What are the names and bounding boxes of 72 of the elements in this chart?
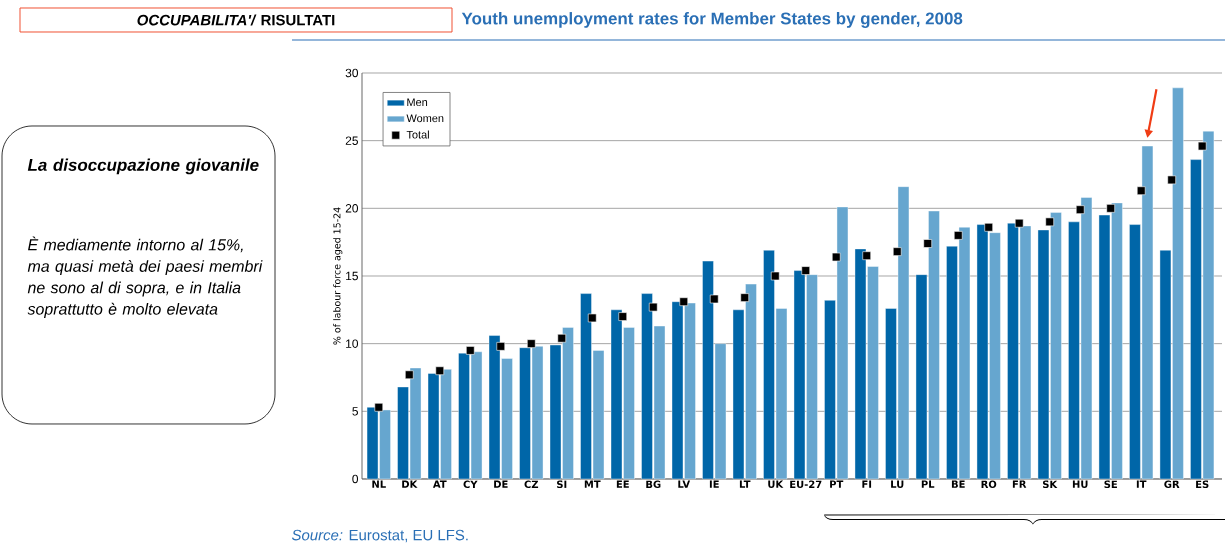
x-tick-label: LV bbox=[678, 480, 691, 488]
point bbox=[374, 402, 384, 412]
x-tick-label: IT bbox=[1136, 480, 1147, 488]
point bbox=[1136, 186, 1146, 196]
x-tick-label: FI bbox=[862, 480, 872, 488]
x-tick-label: ES bbox=[1196, 480, 1209, 489]
y-tick-label: 10 bbox=[346, 339, 359, 348]
x-tick-label: SE bbox=[1104, 480, 1117, 489]
y-tick-label: 5 bbox=[352, 407, 358, 416]
y-axis-title: % of labour force aged 15-24 bbox=[333, 207, 343, 345]
point bbox=[801, 266, 811, 275]
y-tick-label: 30 bbox=[345, 68, 359, 78]
x-tick-label: PT bbox=[830, 480, 844, 488]
point bbox=[435, 366, 445, 376]
y-tick-label: 0 bbox=[352, 474, 359, 484]
point bbox=[953, 231, 963, 240]
x-tick-label: DK bbox=[402, 480, 418, 488]
x-tick-label: RO bbox=[981, 480, 997, 489]
point bbox=[648, 302, 658, 312]
point bbox=[1014, 218, 1024, 228]
point bbox=[1197, 141, 1207, 151]
chart-title: Youth unemployment rates for Member States by gender, 2008 bbox=[461, 12, 963, 28]
point bbox=[892, 247, 902, 256]
point bbox=[709, 294, 719, 304]
point bbox=[740, 293, 750, 302]
point bbox=[770, 271, 780, 281]
point bbox=[1045, 217, 1055, 227]
legend-label: Women bbox=[406, 114, 444, 123]
x-tick-label: UK bbox=[768, 480, 784, 488]
legend-label: Total bbox=[406, 130, 429, 139]
point bbox=[1106, 204, 1115, 213]
x-tick-label: IE bbox=[709, 480, 719, 488]
x-tick-label: AT bbox=[432, 480, 447, 488]
x-tick-label: CY bbox=[463, 480, 478, 489]
x-tick-label: BE bbox=[951, 480, 965, 488]
text: È mediamente intorno al 15%, ma quasi metà dei paesi membri ne sono al di sopra, e in Italia soprattutto è molto elevata bbox=[27, 236, 263, 318]
y-tick-label: 15 bbox=[346, 271, 358, 281]
x-tick-label: NL bbox=[372, 480, 386, 488]
x-tick-label: EE bbox=[616, 480, 629, 488]
point bbox=[496, 342, 506, 351]
text: OCCUPABILITA'/ RISULTATI bbox=[137, 14, 335, 26]
point bbox=[404, 370, 414, 380]
point bbox=[679, 297, 689, 306]
x-tick-label: MT bbox=[584, 480, 601, 488]
point bbox=[1075, 205, 1085, 214]
x-tick-label: EU-27 bbox=[790, 480, 822, 489]
y-tick-label: 20 bbox=[345, 204, 359, 213]
point bbox=[831, 252, 841, 262]
x-tick-label: CZ bbox=[524, 480, 539, 489]
point bbox=[862, 251, 872, 260]
point bbox=[984, 222, 994, 232]
point bbox=[526, 339, 536, 348]
x-tick-label: PL bbox=[921, 480, 935, 488]
x-tick-label: SK bbox=[1042, 480, 1058, 489]
point bbox=[923, 239, 933, 248]
point bbox=[618, 312, 628, 321]
text: La disoccupazione giovanile bbox=[27, 158, 259, 175]
x-tick-label: LU bbox=[891, 480, 904, 488]
point bbox=[587, 313, 597, 323]
point bbox=[1167, 175, 1176, 185]
legend-label: Men bbox=[407, 98, 428, 107]
x-tick-label: GR bbox=[1164, 480, 1180, 489]
x-tick-label: FR bbox=[1012, 480, 1027, 488]
x-tick-label: LT bbox=[739, 480, 751, 488]
x-tick-label: BG bbox=[646, 480, 661, 489]
x-tick-label: SI bbox=[557, 480, 567, 489]
point bbox=[557, 333, 567, 343]
x-tick-label: DE bbox=[494, 480, 508, 488]
text: Source: Eurostat, EU LFS. bbox=[291, 529, 468, 543]
x-tick-label: HU bbox=[1072, 480, 1088, 488]
point bbox=[465, 346, 475, 355]
y-tick-label: 25 bbox=[345, 136, 358, 145]
